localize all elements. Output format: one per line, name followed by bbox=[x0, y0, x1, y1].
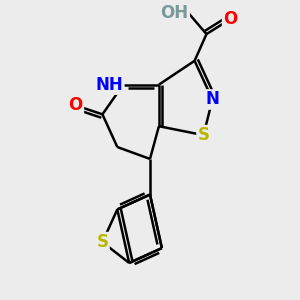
Text: S: S bbox=[197, 126, 209, 144]
Text: O: O bbox=[223, 10, 237, 28]
Text: O: O bbox=[69, 96, 83, 114]
Text: OH: OH bbox=[160, 4, 189, 22]
Text: N: N bbox=[206, 91, 219, 109]
Text: NH: NH bbox=[95, 76, 123, 94]
Text: S: S bbox=[96, 233, 108, 251]
